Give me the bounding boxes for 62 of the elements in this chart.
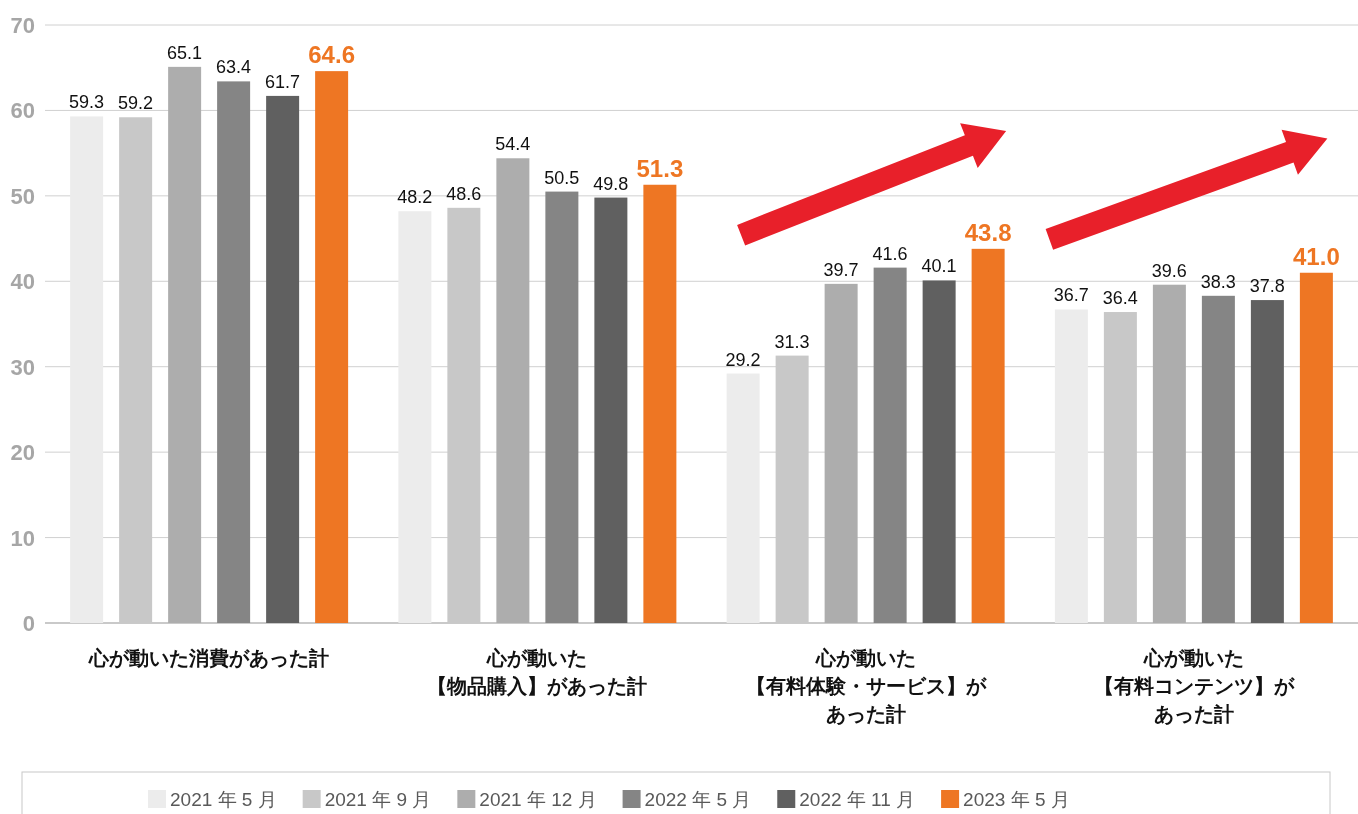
bar bbox=[922, 280, 956, 623]
data-label: 43.8 bbox=[964, 218, 1012, 246]
y-tick-label: 60 bbox=[10, 98, 35, 124]
legend-label: 2021 年 5 月 bbox=[170, 789, 277, 810]
bar bbox=[1299, 272, 1333, 623]
data-label: 39.6 bbox=[1151, 260, 1187, 281]
bar bbox=[545, 191, 579, 623]
legend-label: 2022 年 5 月 bbox=[644, 789, 752, 810]
data-label: 41.6 bbox=[872, 243, 908, 264]
data-label: 37.8 bbox=[1249, 276, 1285, 297]
y-tick-label: 40 bbox=[10, 269, 35, 295]
legend-label: 2022 年 11 月 bbox=[799, 789, 916, 810]
x-tick-label: 心が動いた消費があった計 bbox=[88, 647, 330, 669]
data-label: 54.4 bbox=[495, 134, 531, 155]
data-label: 61.7 bbox=[265, 71, 301, 92]
data-label: 65.1 bbox=[167, 42, 203, 63]
x-tick-label: 心が動いた【有料コンテンツ】があった計 bbox=[1093, 647, 1295, 725]
data-label: 39.7 bbox=[823, 259, 859, 280]
y-tick-label: 0 bbox=[22, 611, 35, 636]
bar bbox=[643, 184, 677, 623]
data-label: 64.6 bbox=[308, 41, 355, 69]
bar bbox=[70, 116, 104, 623]
data-label: 31.3 bbox=[774, 331, 810, 352]
bar bbox=[315, 71, 349, 623]
y-tick-label: 10 bbox=[10, 525, 35, 551]
bar bbox=[873, 267, 907, 623]
y-tick-label: 20 bbox=[10, 440, 35, 466]
data-label: 36.4 bbox=[1102, 288, 1138, 309]
legend-label: 2021 年 9 月 bbox=[324, 789, 432, 810]
data-label: 36.7 bbox=[1053, 285, 1089, 306]
bar bbox=[824, 283, 858, 623]
legend-label: 2021 年 12 月 bbox=[479, 789, 597, 810]
bar bbox=[726, 373, 760, 623]
bar bbox=[217, 81, 251, 623]
data-label: 50.5 bbox=[544, 167, 580, 188]
bar bbox=[1250, 300, 1284, 623]
bar bbox=[594, 197, 628, 623]
y-tick-label: 30 bbox=[10, 354, 35, 380]
x-tick-label: 心が動いた【有料体験・サービス】があった計 bbox=[745, 647, 987, 725]
data-label: 59.2 bbox=[118, 93, 154, 114]
data-label: 51.3 bbox=[636, 154, 684, 182]
data-label: 38.3 bbox=[1200, 271, 1236, 292]
bar bbox=[1201, 295, 1235, 623]
bar bbox=[266, 95, 300, 623]
bar bbox=[398, 211, 432, 623]
data-label: 40.1 bbox=[921, 256, 957, 277]
data-label: 48.2 bbox=[397, 187, 433, 208]
bar bbox=[1054, 309, 1088, 623]
data-label: 49.8 bbox=[593, 173, 629, 194]
y-tick-label: 70 bbox=[10, 13, 35, 38]
data-label: 59.3 bbox=[69, 92, 105, 113]
data-label: 63.4 bbox=[216, 57, 252, 78]
data-label: 41.0 bbox=[1293, 242, 1340, 270]
data-label: 48.6 bbox=[446, 183, 482, 204]
y-tick-label: 50 bbox=[10, 183, 35, 209]
x-tick-label: 心が動いた【物品購入】があった計 bbox=[427, 647, 648, 697]
legend-label: 2023 年 5 月 bbox=[963, 789, 1070, 810]
bar bbox=[168, 66, 202, 623]
data-label: 29.2 bbox=[725, 349, 761, 370]
bar bbox=[496, 158, 530, 623]
bar bbox=[971, 248, 1005, 623]
bar bbox=[1152, 284, 1186, 623]
